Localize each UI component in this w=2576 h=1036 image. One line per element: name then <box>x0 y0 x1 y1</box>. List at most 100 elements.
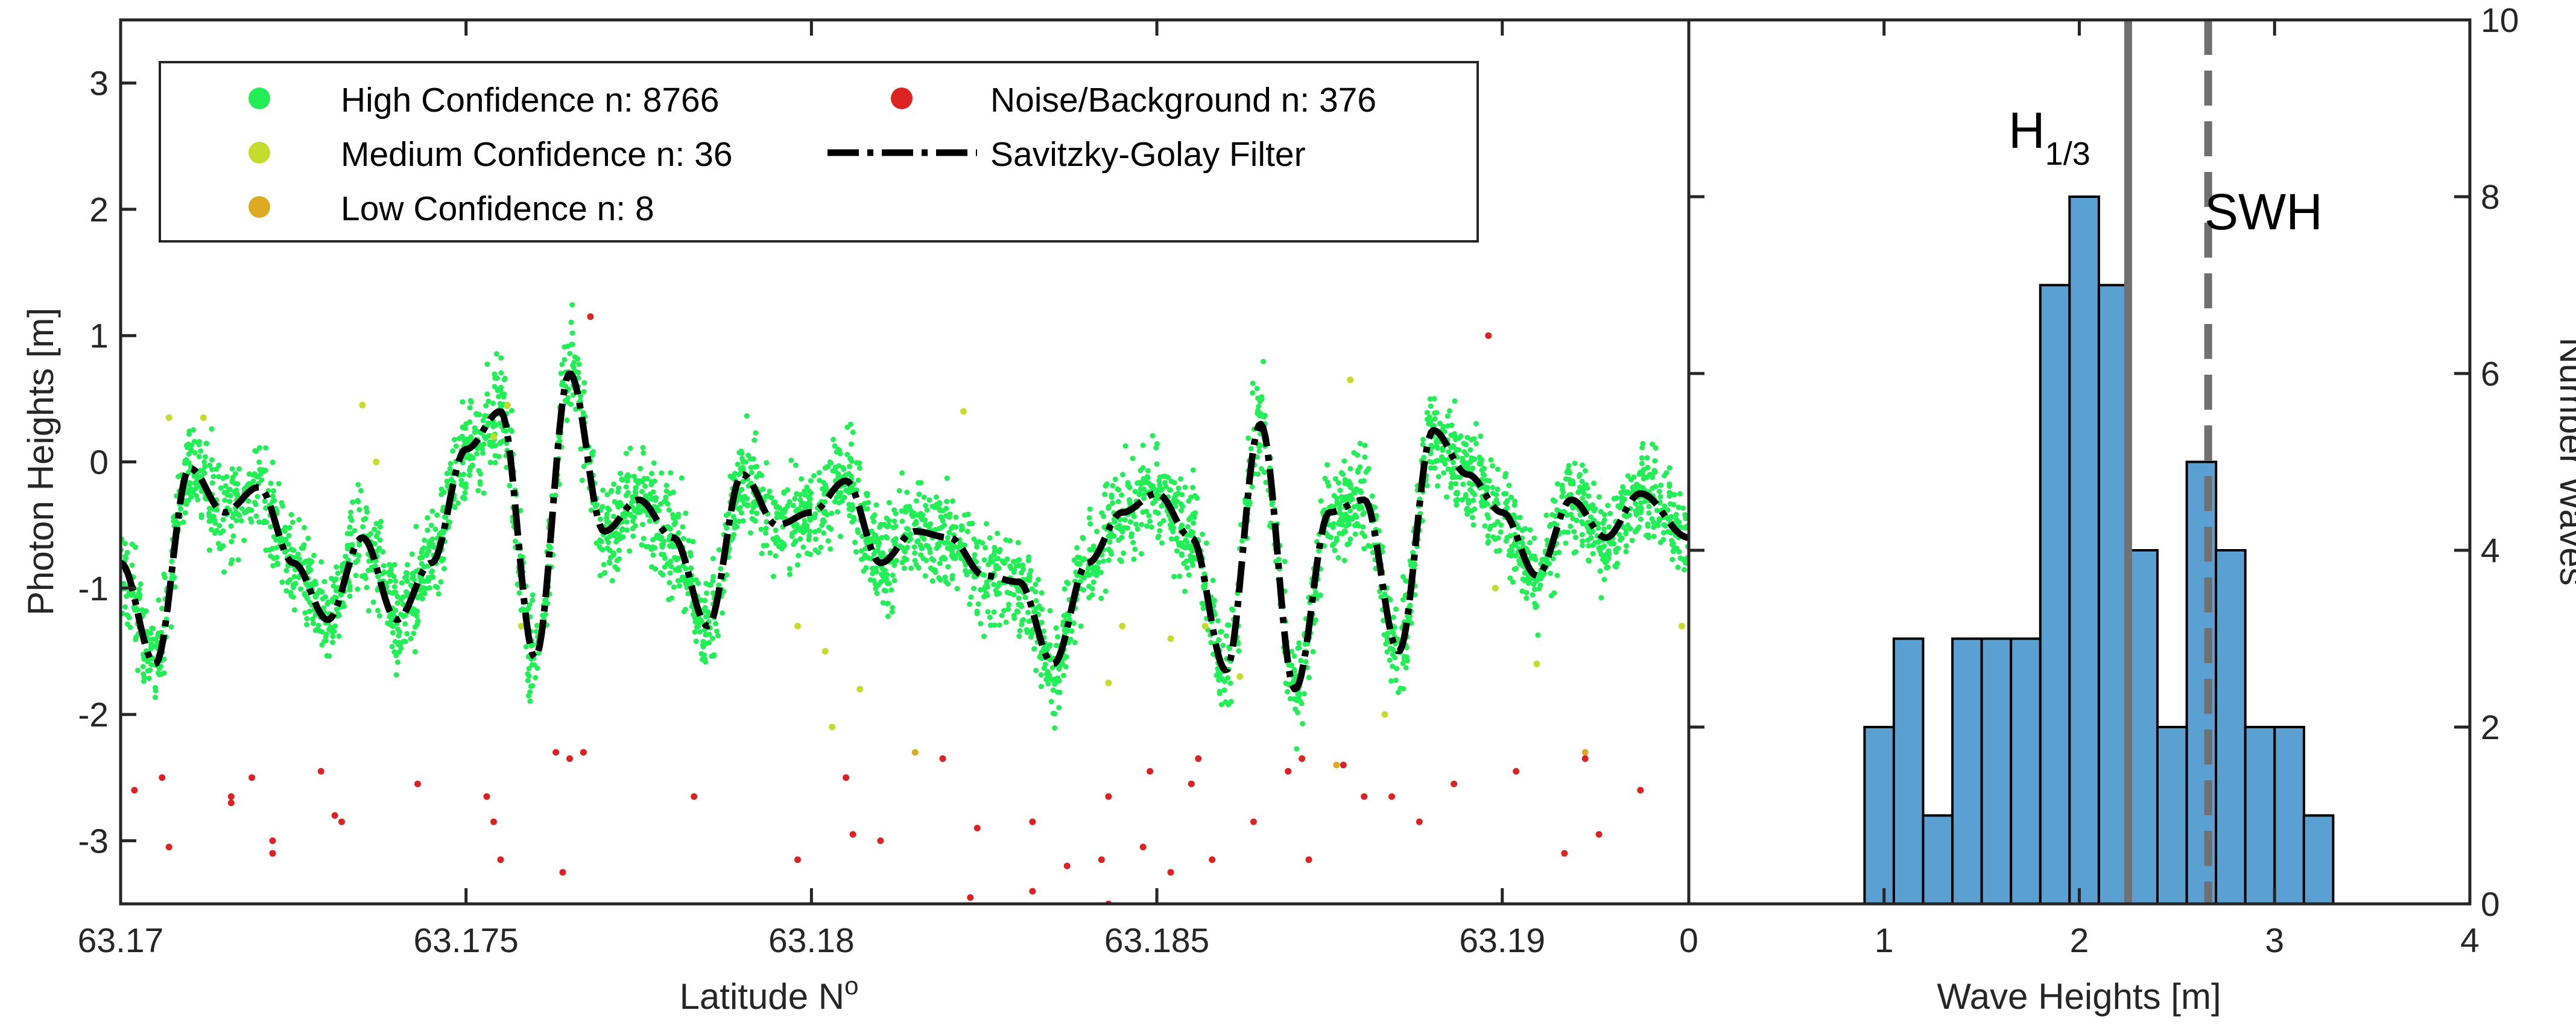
high-confidence-point <box>804 484 810 490</box>
high-confidence-point <box>950 498 955 504</box>
high-confidence-point <box>1354 486 1360 492</box>
high-confidence-point <box>707 582 714 588</box>
high-confidence-point <box>1473 440 1479 446</box>
high-confidence-point <box>127 624 133 631</box>
high-confidence-point <box>1467 459 1473 465</box>
high-confidence-point <box>373 521 379 527</box>
high-confidence-point <box>1356 506 1362 512</box>
high-confidence-point <box>507 483 513 489</box>
medium-confidence-point <box>1381 711 1388 718</box>
high-confidence-point <box>601 570 607 576</box>
high-confidence-point <box>834 494 840 500</box>
high-confidence-point <box>300 545 306 551</box>
high-confidence-point <box>1355 467 1361 473</box>
high-confidence-point <box>1114 524 1120 530</box>
high-confidence-point <box>206 510 212 516</box>
high-confidence-point <box>1177 573 1183 579</box>
high-confidence-point <box>274 560 280 566</box>
high-confidence-point <box>1138 486 1144 492</box>
high-confidence-point <box>1456 435 1461 441</box>
high-confidence-point <box>964 529 970 535</box>
high-confidence-point <box>912 550 918 556</box>
high-confidence-point <box>932 567 938 573</box>
right-y-axis-title: Number Waves <box>2552 337 2576 585</box>
high-confidence-point <box>244 509 250 515</box>
high-confidence-point <box>1452 431 1457 437</box>
high-confidence-point <box>1596 494 1602 500</box>
high-confidence-point <box>1464 434 1470 440</box>
high-confidence-point <box>434 512 440 518</box>
high-confidence-point <box>1361 545 1367 551</box>
high-confidence-point <box>1021 617 1027 623</box>
high-confidence-point <box>1464 511 1470 517</box>
high-confidence-point <box>1203 540 1209 546</box>
high-confidence-point <box>302 525 307 530</box>
high-confidence-point <box>1559 494 1565 500</box>
high-confidence-point <box>665 561 671 567</box>
high-confidence-point <box>475 428 480 434</box>
high-confidence-point <box>1119 535 1125 541</box>
high-confidence-point <box>1470 497 1476 503</box>
high-confidence-point <box>223 483 229 489</box>
noise-point <box>1581 755 1589 762</box>
high-confidence-point <box>710 556 716 562</box>
high-confidence-point <box>329 576 335 582</box>
medium-confidence-point <box>200 414 207 421</box>
high-confidence-point <box>1360 524 1366 530</box>
high-confidence-point <box>1504 504 1510 510</box>
high-confidence-point <box>1490 491 1496 496</box>
high-confidence-point <box>1566 477 1572 483</box>
high-confidence-point <box>326 653 332 659</box>
high-confidence-point <box>1029 586 1035 592</box>
medium-confidence-point <box>504 401 511 408</box>
medium-confidence-point <box>1533 660 1540 667</box>
high-confidence-point <box>530 592 536 598</box>
high-confidence-point <box>255 494 261 500</box>
noise-point <box>1063 862 1071 869</box>
high-confidence-point <box>1192 493 1198 499</box>
high-confidence-point <box>856 465 862 471</box>
high-confidence-point <box>881 587 887 593</box>
high-confidence-point <box>1017 628 1023 634</box>
high-confidence-point <box>404 631 410 637</box>
high-confidence-point <box>996 591 1002 596</box>
high-confidence-point <box>1657 494 1663 500</box>
high-confidence-point <box>764 519 770 525</box>
high-confidence-point <box>309 616 315 622</box>
high-confidence-point <box>343 553 349 559</box>
high-confidence-point <box>1130 539 1136 545</box>
high-confidence-point <box>981 557 987 563</box>
high-confidence-point <box>1337 530 1343 536</box>
high-confidence-point <box>890 572 896 578</box>
high-confidence-point <box>1454 502 1460 508</box>
high-confidence-point <box>714 628 720 634</box>
high-confidence-point <box>1016 634 1022 639</box>
high-confidence-point <box>987 614 993 620</box>
noise-point <box>1513 767 1520 775</box>
high-confidence-point <box>950 524 956 530</box>
high-confidence-point <box>640 521 645 527</box>
legend-box <box>159 61 1479 243</box>
high-confidence-point <box>1630 485 1636 491</box>
high-confidence-point <box>492 460 498 466</box>
high-confidence-point <box>1548 593 1554 599</box>
high-confidence-point <box>1393 677 1399 683</box>
high-confidence-point <box>1680 505 1686 511</box>
high-confidence-point <box>1074 561 1080 567</box>
high-confidence-point <box>1089 586 1095 592</box>
high-confidence-point <box>663 494 669 500</box>
high-confidence-point <box>1296 640 1302 646</box>
high-confidence-point <box>915 538 921 544</box>
high-confidence-point <box>579 477 585 483</box>
high-confidence-point <box>659 470 665 476</box>
savitzky-golay-filter-line <box>121 370 1689 693</box>
high-confidence-point <box>606 539 612 545</box>
high-confidence-point <box>216 462 222 468</box>
high-confidence-point <box>1682 512 1688 518</box>
high-confidence-point <box>1485 533 1491 539</box>
medium-confidence-point <box>490 433 497 440</box>
high-confidence-point <box>460 495 466 501</box>
high-confidence-point <box>283 588 290 594</box>
high-confidence-point <box>744 413 750 419</box>
high-confidence-point <box>849 507 855 513</box>
